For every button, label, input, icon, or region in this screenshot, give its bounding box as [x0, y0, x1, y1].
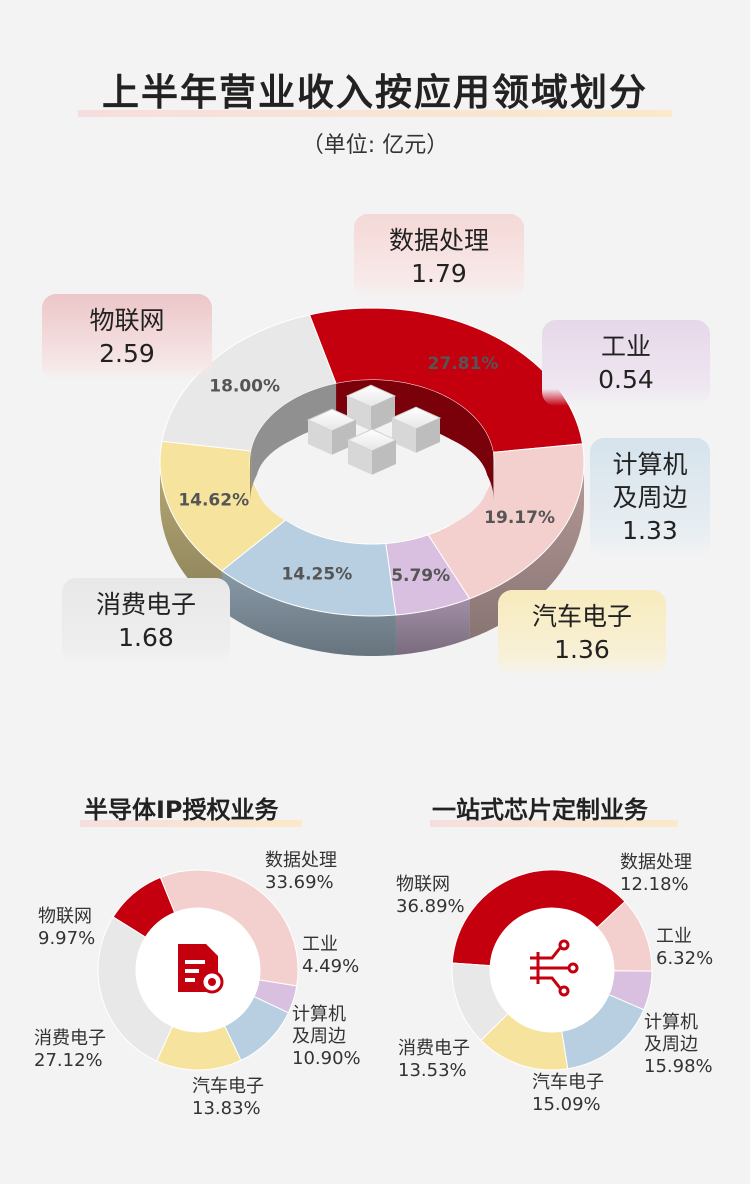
sub2-title-underline: [430, 820, 678, 827]
sub1-label-iot: 物联网 9.97%: [38, 906, 96, 949]
main-side-shade-auto: [160, 462, 222, 611]
main-pct-computer: 14.25%: [281, 564, 352, 584]
circuit-chip-icon: [530, 939, 579, 997]
cube-right: [372, 440, 396, 475]
label-auto: 汽车电子 1.36: [498, 590, 666, 676]
cubes-icon: [306, 384, 442, 475]
sub2-title: 一站式芯片定制业务: [432, 796, 648, 824]
sub2-label-iot: 物联网 36.89%: [396, 874, 465, 917]
sub1-title-underline: [80, 820, 302, 827]
main-pct-industrial: 5.79%: [391, 566, 450, 586]
main-side-shade-data: [469, 462, 584, 639]
title-underline: [78, 110, 672, 117]
sub1-label-computer: 计算机 及周边 10.90%: [292, 1004, 361, 1069]
label-industrial: 工业 0.54: [542, 320, 710, 406]
cube-left: [348, 440, 372, 475]
main-pct-data: 19.17%: [484, 508, 555, 528]
unit-label: （单位: 亿元）: [301, 133, 449, 158]
main-inner-auto: [250, 450, 252, 502]
sub1-label-consumer: 消费电子 27.12%: [34, 1028, 106, 1071]
cube-left: [392, 418, 416, 453]
sub1-label-industrial: 工业 4.49%: [302, 934, 360, 977]
sub1-label-auto: 汽车电子 13.83%: [192, 1076, 264, 1119]
label-computer: 计算机 及周边 1.33: [590, 438, 710, 557]
sub2-label-data: 数据处理 12.18%: [620, 852, 692, 895]
cube-right: [371, 396, 395, 431]
main-inner-consumer: [251, 383, 337, 491]
document-certificate-icon: [178, 944, 224, 994]
label-iot: 物联网 2.59: [42, 294, 212, 380]
main-pct-auto: 14.62%: [178, 491, 249, 511]
main-pct-consumer: 18.00%: [209, 377, 280, 397]
label-consumer: 消费电子 1.68: [62, 578, 230, 664]
cube-left: [308, 420, 332, 455]
sub2-label-industrial: 工业 6.32%: [656, 926, 714, 969]
sub2-label-auto: 汽车电子 15.09%: [532, 1072, 604, 1115]
page-title: 上半年营业收入按应用领域划分: [102, 71, 648, 114]
sub1-title: 半导体IP授权业务: [84, 796, 279, 824]
main-side-shade-industrial: [395, 598, 470, 656]
sub2-label-consumer: 消费电子 13.53%: [398, 1038, 470, 1081]
sub2-label-computer: 计算机 及周边 15.98%: [644, 1012, 713, 1077]
main-hole-floor: [256, 424, 488, 540]
label-data-processing: 数据处理 1.79: [354, 214, 524, 300]
sub1-label-data: 数据处理 33.69%: [265, 850, 337, 893]
main-inner-data: [493, 452, 494, 502]
main-pct-iot: 27.81%: [428, 354, 499, 374]
cube-right: [416, 418, 440, 453]
main-donut-chart: 27.81% 19.17% 5.79% 14.25% 14.62% 18.00%: [159, 307, 585, 656]
sub2-pie-center: [490, 908, 614, 1032]
main-side-shade-computer: [221, 570, 396, 656]
ip-license-donut-chart: [97, 869, 299, 1071]
chip-customization-donut-chart: [451, 869, 653, 1071]
